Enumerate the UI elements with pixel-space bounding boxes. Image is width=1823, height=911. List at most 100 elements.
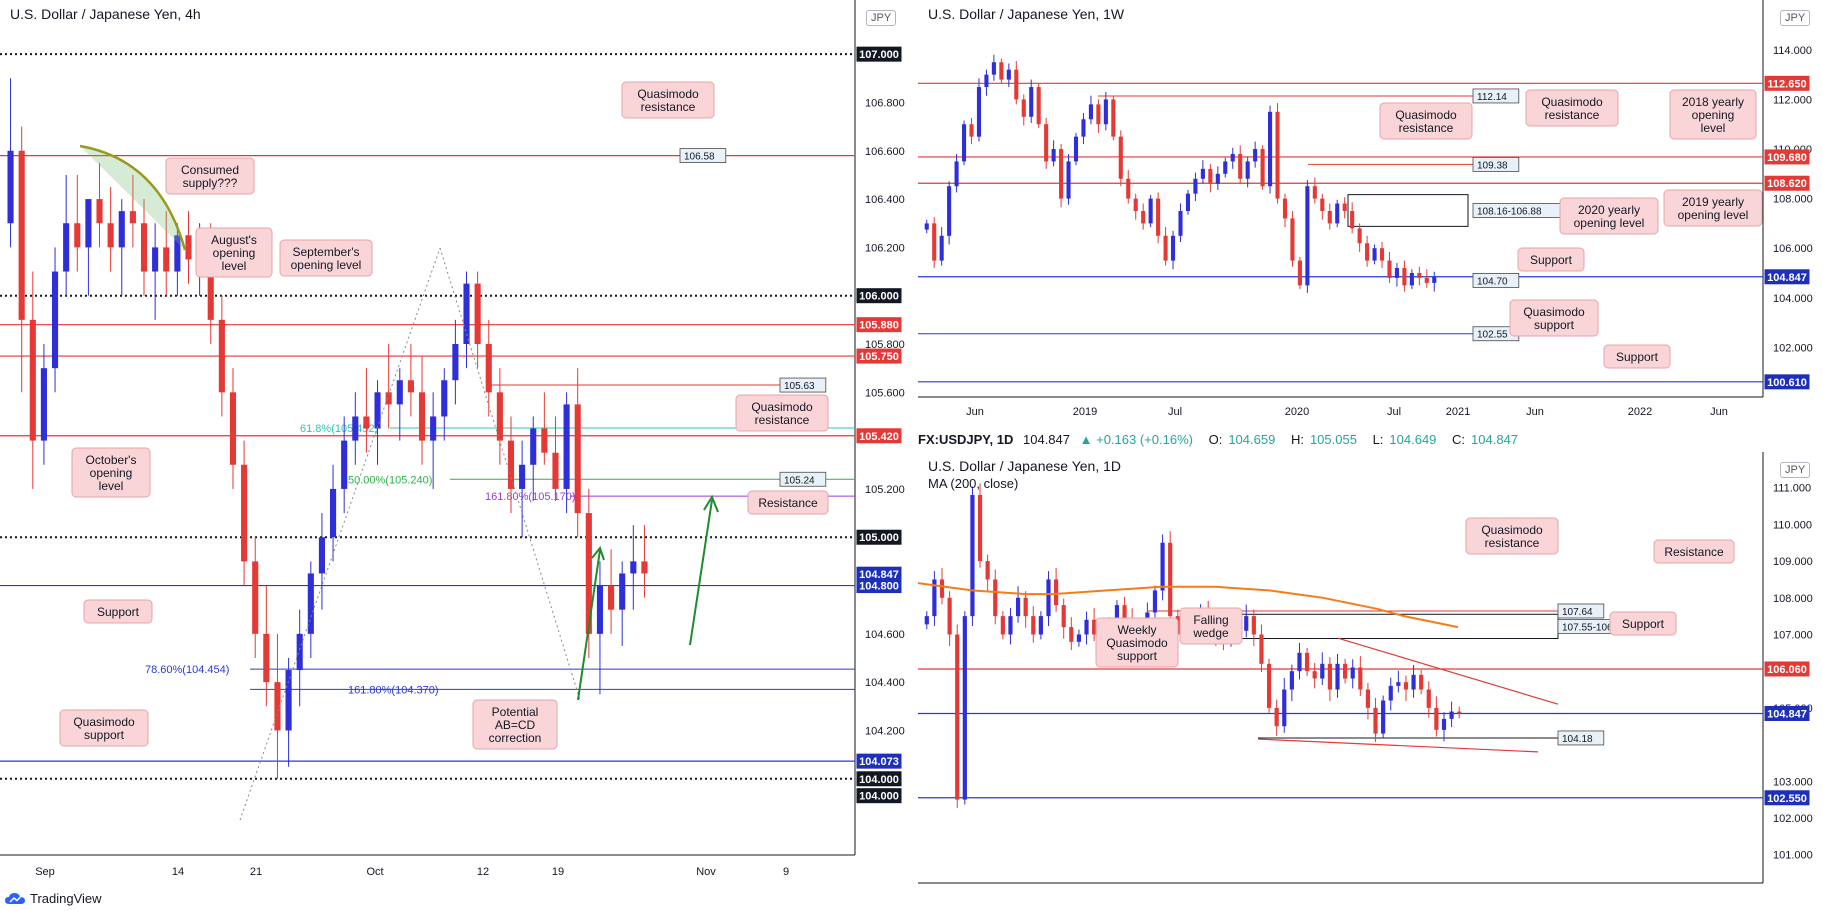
fib-label: 161.80%(105.170) xyxy=(485,491,576,503)
projection-arrow xyxy=(689,494,719,646)
price-badge xyxy=(856,46,902,62)
candle-1w xyxy=(1006,69,1011,80)
candle-1d xyxy=(1092,619,1097,635)
candle-1d xyxy=(1411,674,1416,690)
symbol-name[interactable]: FX:USDJPY, 1D xyxy=(918,432,1014,447)
candle-4h xyxy=(118,211,125,248)
x-tick-label: 2022 xyxy=(1628,406,1652,418)
chart-1d-svg[interactable]: 111.000110.000109.000108.000107.000105.0… xyxy=(918,452,1823,888)
candle-1d xyxy=(1419,674,1424,690)
x-tick-label: Jun xyxy=(966,406,984,418)
candle-4h xyxy=(140,223,148,272)
candle-4h xyxy=(285,670,292,731)
candle-1d xyxy=(1274,707,1279,727)
price-badge xyxy=(856,317,902,333)
price-badge-label: 112.650 xyxy=(1767,78,1806,90)
candle-1w xyxy=(1297,260,1302,286)
y-tick-label: 111.000 xyxy=(1773,483,1811,495)
candle-1d xyxy=(1449,711,1454,719)
candle-1d xyxy=(1244,616,1249,631)
candle-1d xyxy=(1441,718,1447,730)
candle-1w xyxy=(1394,268,1400,278)
currency-badge[interactable]: JPY xyxy=(866,10,897,26)
callout-august-opening-text: August's xyxy=(211,233,257,247)
candle-4h xyxy=(530,428,537,465)
candle-1d xyxy=(1396,682,1401,686)
x-tick-label: 12 xyxy=(477,866,489,878)
candle-1d xyxy=(1266,663,1272,708)
candle-1d xyxy=(1061,605,1066,628)
candle-1w xyxy=(939,235,944,261)
candle-1w xyxy=(1073,136,1079,162)
candle-4h xyxy=(407,380,414,393)
candle-1d xyxy=(1015,597,1021,617)
y-tick-label: 112.000 xyxy=(1773,94,1812,106)
candle-1w xyxy=(954,161,959,187)
candle-4h xyxy=(619,573,626,610)
candle-1w xyxy=(1379,248,1385,261)
candle-1d xyxy=(1426,689,1431,708)
wedge-lower-line xyxy=(1257,738,1539,753)
callout-w-support-text: Support xyxy=(1530,253,1573,267)
supply-zone xyxy=(80,146,185,250)
ma-indicator-label[interactable]: MA (200, close) xyxy=(928,476,1019,491)
candle-4h xyxy=(263,633,270,683)
callout-quasimodo-resistance-top-text: resistance xyxy=(641,100,696,114)
x-tick-label: Jun xyxy=(1526,406,1544,418)
level-label-box xyxy=(679,148,727,164)
callout-2019-opening-text: 2019 yearly xyxy=(1682,195,1744,209)
candle-1d xyxy=(939,579,945,598)
tradingview-logo[interactable]: TradingView xyxy=(4,891,102,906)
candle-1w xyxy=(932,223,937,261)
callout-abcd-text: AB=CD xyxy=(495,718,536,732)
candle-4h xyxy=(307,573,314,634)
candle-4h xyxy=(441,380,448,417)
candle-4h xyxy=(452,344,459,381)
level-label: 102.55 xyxy=(1477,330,1508,341)
candle-1d xyxy=(977,495,983,562)
y-tick-label: 114.000 xyxy=(1773,45,1812,57)
candle-4h xyxy=(363,416,370,429)
price-badge xyxy=(1764,661,1810,677)
y-tick-label: 110.000 xyxy=(1773,519,1812,531)
y-tick-label: 105.200 xyxy=(865,484,905,496)
callout-falling-wedge xyxy=(1179,607,1243,645)
currency-badge[interactable]: JPY xyxy=(1780,10,1811,26)
candle-4h xyxy=(129,211,136,224)
candle-1w xyxy=(1215,173,1220,184)
candle-1w xyxy=(1029,87,1034,117)
candle-4h xyxy=(174,235,181,272)
candle-1w xyxy=(1223,161,1228,174)
chart-4h-panel[interactable]: 106.800 106.600 106.400 106.200 105.800 105.6… xyxy=(0,0,915,888)
level-label: 104.70 xyxy=(1477,276,1508,287)
chart-1w-svg[interactable]: 114.000112.000110.000108.000106.000104.0… xyxy=(918,0,1823,428)
price-badge-label: 106.000 xyxy=(859,291,899,303)
candle-1w xyxy=(1044,124,1049,162)
trend-dotted xyxy=(439,247,581,701)
callout-d-resistance-text: Resistance xyxy=(1664,545,1724,559)
price-badge-label: 109.680 xyxy=(1767,152,1807,164)
candle-1d xyxy=(1054,579,1059,606)
currency-badge[interactable]: JPY xyxy=(1780,462,1811,478)
callout-support xyxy=(83,599,153,624)
candle-4h xyxy=(107,223,114,248)
x-tick-label: 19 xyxy=(552,866,564,878)
chart-1w-panel[interactable]: 114.000112.000110.000108.000106.000104.0… xyxy=(918,0,1823,428)
callout-september-opening-text: opening level xyxy=(291,258,362,272)
candle-1w xyxy=(1096,104,1101,125)
candle-1d xyxy=(1152,590,1158,613)
candle-4h xyxy=(507,440,515,489)
candle-4h xyxy=(96,199,103,224)
price-badge xyxy=(1764,175,1810,191)
callout-d-resistance xyxy=(1653,539,1735,564)
candle-1d xyxy=(924,616,929,625)
fib-label: 61.8%(105.452) xyxy=(300,423,378,435)
callout-d-support xyxy=(1609,611,1677,636)
candle-1w xyxy=(1290,218,1295,261)
candle-4h xyxy=(563,404,570,489)
candle-1d xyxy=(1168,542,1173,617)
chart-4h-svg[interactable]: 106.800 106.600 106.400 106.200 105.800 105.6… xyxy=(0,0,915,888)
chart-1d-panel[interactable]: 111.000110.000109.000108.000107.000105.0… xyxy=(918,452,1823,888)
y-tick-label: 104.200 xyxy=(865,725,905,737)
candle-4h xyxy=(207,247,214,320)
